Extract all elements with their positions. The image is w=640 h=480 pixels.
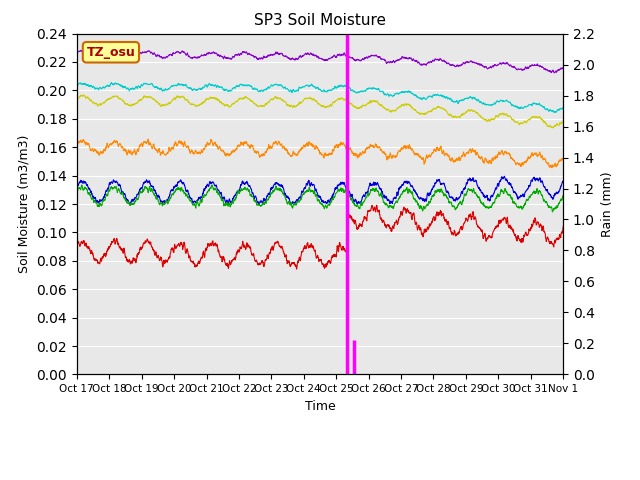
sp3_VWC1 — [373, 203, 381, 208]
sp3_VWC1 — [531, 220, 538, 226]
sp3_VWC2 — [334, 182, 342, 188]
sp3_VWC7 — [461, 96, 469, 101]
sp3_VWC6 — [334, 51, 342, 57]
sp3_VWC4 — [461, 152, 469, 157]
sp3_VWC4 — [334, 145, 342, 151]
Line: sp3_VWC7: sp3_VWC7 — [77, 83, 563, 112]
sp3_VWC4 — [530, 152, 538, 157]
sp3_VWC5 — [516, 120, 524, 126]
sp3_VWC7 — [73, 81, 81, 87]
sp3_VWC3 — [344, 193, 352, 199]
sp3_VWC3 — [334, 188, 342, 193]
sp3_VWC5 — [559, 118, 567, 124]
sp3_VWC5 — [334, 97, 342, 103]
sp3_VWC4 — [516, 161, 524, 167]
sp3_VWC5 — [80, 92, 88, 98]
Line: sp3_VWC4: sp3_VWC4 — [77, 139, 563, 168]
sp3_VWC1 — [73, 242, 81, 248]
sp3_VWC3 — [548, 209, 556, 215]
sp3_VWC1 — [209, 239, 216, 245]
sp3_VWC6 — [344, 53, 352, 59]
sp3_VWC6 — [209, 50, 216, 56]
sp3_VWC5 — [73, 95, 81, 100]
sp3_VWC2 — [559, 178, 567, 184]
Line: sp3_VWC2: sp3_VWC2 — [77, 176, 563, 205]
sp3_VWC6 — [516, 66, 524, 72]
sp3_VWC7 — [344, 84, 352, 90]
Text: TZ_osu: TZ_osu — [86, 46, 135, 59]
sp3_VWC5 — [530, 114, 538, 120]
sp3_VWC4 — [344, 143, 352, 149]
Line: sp3_VWC6: sp3_VWC6 — [77, 50, 563, 73]
sp3_VWC2 — [255, 202, 263, 208]
sp3_VWC3 — [559, 193, 567, 199]
sp3_VWC4 — [559, 156, 567, 162]
sp3_VWC1 — [344, 210, 352, 216]
Y-axis label: Rain (mm): Rain (mm) — [600, 171, 614, 237]
sp3_VWC2 — [531, 174, 538, 180]
sp3_VWC2 — [344, 188, 352, 194]
Line: sp3_VWC1: sp3_VWC1 — [77, 205, 563, 269]
Line: sp3_VWC3: sp3_VWC3 — [77, 185, 563, 212]
sp3_VWC3 — [516, 203, 524, 209]
sp3_VWC2 — [500, 173, 508, 179]
sp3_VWC3 — [530, 188, 538, 194]
sp3_VWC7 — [516, 105, 524, 111]
Y-axis label: Soil Moisture (m3/m3): Soil Moisture (m3/m3) — [18, 135, 31, 273]
sp3_VWC4 — [209, 141, 216, 147]
sp3_VWC1 — [559, 224, 567, 229]
sp3_VWC1 — [293, 266, 301, 272]
sp3_VWC5 — [461, 110, 469, 116]
sp3_VWC6 — [551, 70, 559, 76]
sp3_VWC6 — [530, 63, 538, 69]
Title: SP3 Soil Moisture: SP3 Soil Moisture — [254, 13, 386, 28]
sp3_VWC2 — [461, 185, 469, 191]
sp3_VWC4 — [548, 165, 556, 171]
sp3_VWC7 — [552, 109, 559, 115]
sp3_VWC6 — [80, 47, 88, 53]
sp3_VWC7 — [334, 84, 342, 90]
sp3_VWC7 — [559, 105, 567, 110]
sp3_VWC6 — [73, 49, 81, 55]
sp3_VWC5 — [209, 95, 216, 101]
sp3_VWC5 — [549, 125, 557, 131]
sp3_VWC2 — [209, 180, 216, 185]
X-axis label: Time: Time — [305, 400, 335, 413]
sp3_VWC6 — [559, 65, 567, 71]
sp3_VWC3 — [77, 182, 85, 188]
sp3_VWC1 — [334, 247, 342, 252]
Line: sp3_VWC5: sp3_VWC5 — [77, 95, 563, 128]
sp3_VWC1 — [516, 238, 524, 244]
sp3_VWC3 — [461, 192, 469, 198]
sp3_VWC6 — [461, 60, 469, 66]
sp3_VWC7 — [530, 100, 538, 106]
sp3_VWC1 — [461, 218, 469, 224]
sp3_VWC3 — [73, 188, 81, 194]
sp3_VWC3 — [209, 184, 216, 190]
sp3_VWC7 — [76, 80, 84, 86]
sp3_VWC5 — [344, 99, 352, 105]
sp3_VWC2 — [516, 193, 524, 199]
Legend: sp3_VWC1, sp3_VWC2, sp3_VWC3, sp3_VWC4, sp3_VWC5, sp3_VWC6, sp3_VWC7, sp3_Rain: sp3_VWC1, sp3_VWC2, sp3_VWC3, sp3_VWC4, … — [83, 475, 462, 480]
sp3_VWC7 — [209, 83, 216, 88]
sp3_VWC2 — [73, 184, 81, 190]
sp3_VWC4 — [145, 136, 152, 142]
sp3_VWC4 — [73, 144, 81, 149]
